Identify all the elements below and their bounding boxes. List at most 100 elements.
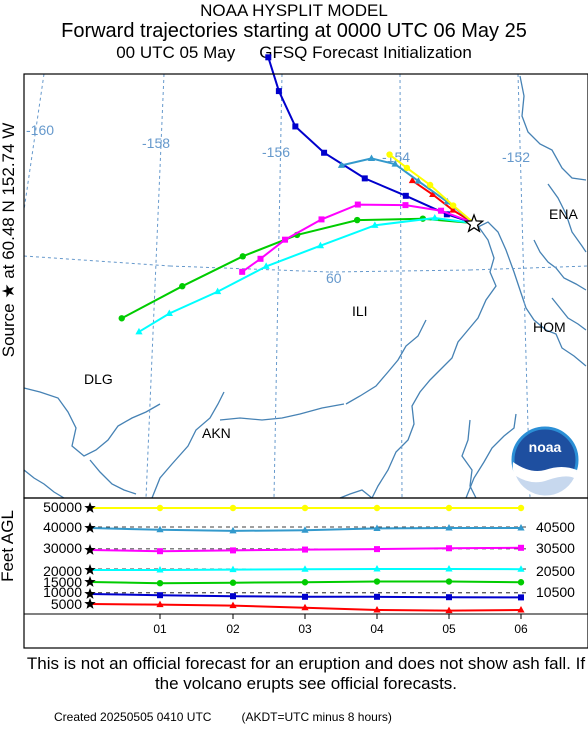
height-point-1-1 [230,593,236,600]
trajectory-point-6-1 [426,181,434,189]
model-title: NOAA HYSPLIT MODEL [200,1,388,20]
source-height-star-4 [84,544,96,555]
trajectory-point-5-2 [391,160,399,167]
trajectory-point-5-1 [414,177,422,184]
trajectory-line-0 [411,179,475,224]
height-left-6: 5000 [51,596,82,612]
height-point-5-5 [517,524,525,531]
height-left-0: 50000 [43,499,82,515]
height-point-3-1 [229,565,237,573]
trajectory-point-3-6 [135,327,143,335]
trajectory-line-4 [241,203,475,273]
height-point-4-3 [374,546,380,553]
source-star-icon [463,213,485,233]
place-hom: HOM [533,319,566,335]
source-height-star-2 [84,576,96,587]
height-point-1-3 [374,593,380,600]
trajectory-point-1-5 [275,88,282,95]
height-point-1-0 [157,592,163,599]
model-init: GFSQ Forecast Initialization [259,43,472,62]
trajectory-point-4-6 [239,268,246,275]
height-point-0-1 [229,601,237,609]
height-point-2-2 [301,579,309,586]
source-height-star-5 [84,522,96,533]
height-left-4: 15000 [43,574,82,590]
height-point-4-2 [302,546,308,553]
trajectory-point-3-4 [214,287,222,295]
trajectory-point-4-2 [354,201,361,208]
height-point-6-2 [301,504,309,512]
source-height-star-1 [84,588,96,599]
time-label-02: 02 [226,622,240,636]
trajectory-point-1-3 [321,149,328,156]
trajectory-point-1-0 [443,211,450,218]
trajectory-point-1-4 [292,123,299,130]
height-point-4-4 [446,545,452,552]
height-point-0-4 [445,606,453,614]
trajectory-point-1-2 [361,175,368,182]
source-height-star-6 [84,502,96,513]
place-names: ENA ILI HOM DLG AKN [84,206,578,441]
lon-label-158: -158 [142,135,170,151]
timezone-note: (AKDT=UTC minus 8 hours) [241,710,392,724]
time-label-06: 06 [514,622,528,636]
trajectory-point-3-2 [316,241,325,249]
left-height-labels: 50000 40000 30000 20000 15000 10000 5000 [43,499,82,612]
height-point-5-2 [301,526,309,533]
height-point-5-4 [445,524,453,531]
graticule [23,73,588,499]
height-point-1-4 [446,594,452,601]
trajectory-line-6 [388,153,475,224]
noaa-logo: noaa [511,426,579,499]
place-akn: AKN [202,425,231,441]
height-point-0-3 [373,606,381,613]
height-left-2: 30000 [43,540,82,556]
trajectory-point-1-6 [265,54,272,61]
trajectory-point-2-4 [179,283,186,290]
disclaimer-text: This is not an official forecast for an … [26,654,586,693]
trajectory-point-6-2 [403,164,411,172]
height-point-4-1 [230,547,236,554]
trajectory-point-5-4 [337,161,346,168]
place-ena: ENA [549,206,578,222]
trajectory-lines [118,54,475,335]
height-point-5-3 [373,524,381,531]
height-point-3-5 [517,565,525,572]
height-left-3: 20000 [43,563,82,579]
trajectory-point-4-5 [257,255,264,262]
height-point-4-5 [518,544,524,551]
height-point-0-0 [156,600,164,608]
trajectory-point-3-1 [371,221,379,228]
height-left-1: 40000 [43,519,82,535]
map-frame [23,73,588,499]
source-height-star-3 [84,564,96,575]
time-label-03: 03 [298,622,312,636]
coastlines [23,75,587,499]
vertical-frame [23,497,588,649]
trajectory-point-0-1 [429,190,437,198]
height-point-2-3 [373,578,381,585]
vertical-profile-panel: 50000 40000 30000 20000 15000 10000 5000… [23,497,588,649]
trajectory-point-0-2 [408,176,416,184]
trajectory-point-4-4 [282,236,289,243]
height-point-2-4 [445,578,453,585]
trajectory-point-5-3 [367,154,376,161]
trajectory-point-6-3 [386,151,393,158]
height-point-3-2 [301,565,309,572]
trajectory-point-3-0 [431,214,439,221]
height-point-0-5 [517,606,525,613]
height-point-3-3 [373,565,381,572]
time-axis-labels: 01 02 03 04 05 06 [153,622,528,636]
height-right-1: 30500 [536,540,575,556]
time-label-01: 01 [153,622,167,636]
height-point-3-0 [156,566,164,573]
height-point-2-5 [517,579,525,586]
footer: Created 20250505 0410 UTC (AKDT=UTC minus… [54,710,392,724]
height-point-6-4 [445,504,453,512]
height-point-2-1 [229,579,237,586]
height-point-5-0 [156,525,164,533]
time-label-04: 04 [370,622,384,636]
height-point-5-1 [229,526,237,534]
source-height-star-0 [84,598,96,609]
